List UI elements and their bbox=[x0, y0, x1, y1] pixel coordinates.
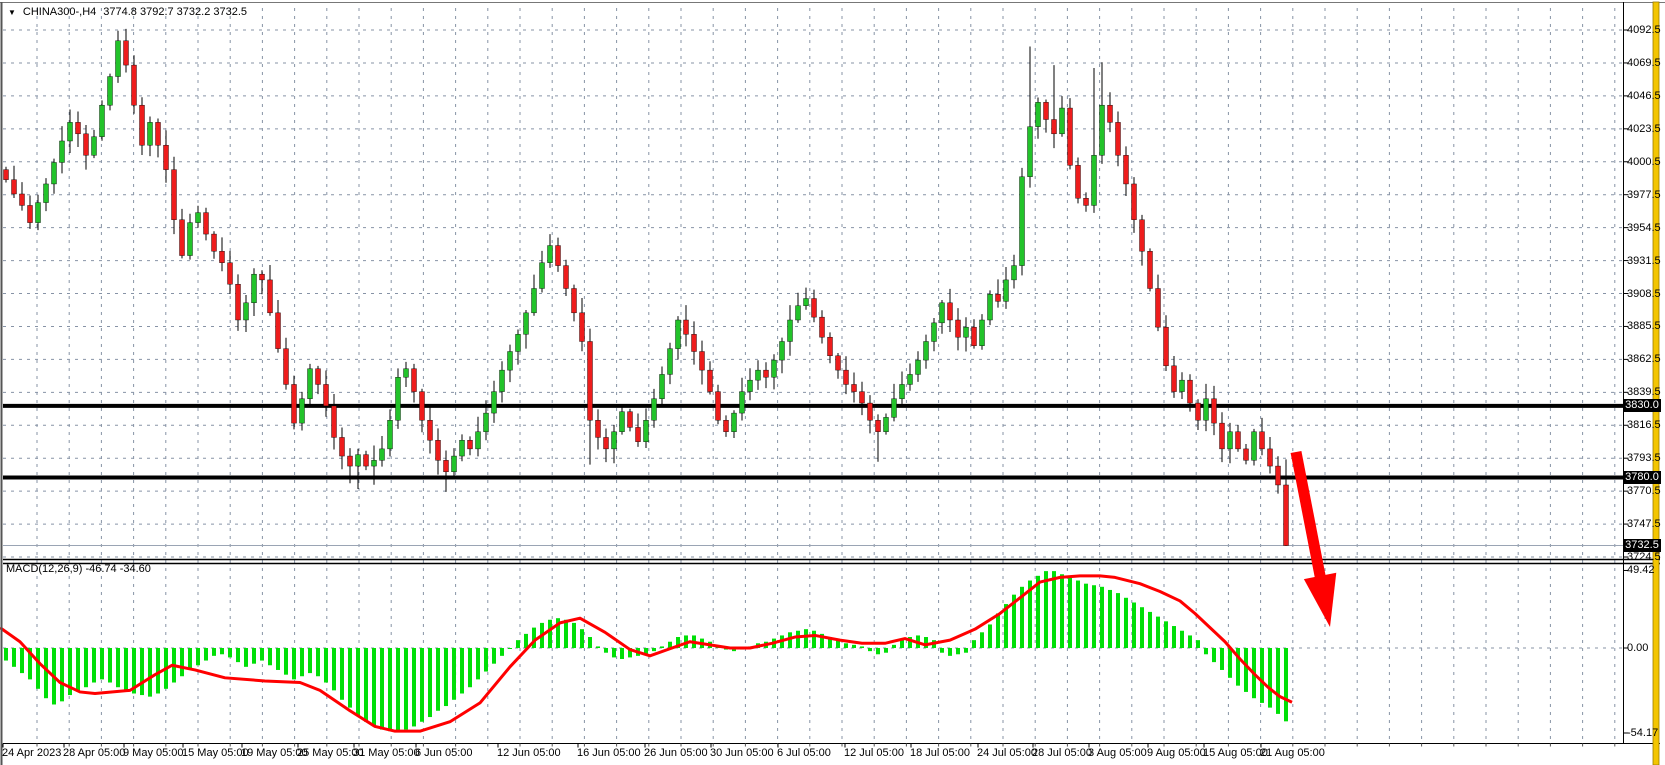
time-axis-label: 24 Apr 2023 bbox=[2, 747, 62, 759]
price-axis-label: 3793.5 bbox=[1627, 452, 1661, 465]
time-axis-label: 9 Aug 05:00 bbox=[1147, 747, 1206, 759]
time-axis-label: 24 Jul 05:00 bbox=[977, 747, 1037, 759]
price-axis-label: 4069.5 bbox=[1627, 56, 1661, 69]
price-axis-label: 3885.5 bbox=[1627, 320, 1661, 333]
price-axis-label: 3816.5 bbox=[1627, 419, 1661, 432]
time-axis-label: 26 Jun 05:00 bbox=[644, 747, 708, 759]
price-tag-3732.5: 3732.5 bbox=[1623, 539, 1661, 553]
symbol-timeframe-label: CHINA300-,H4 bbox=[22, 6, 97, 18]
window-edge-strip bbox=[1652, 1, 1660, 765]
price-axis-label: 3931.5 bbox=[1627, 254, 1661, 267]
chart-title-bar: ▼ CHINA300-,H4 3774.8 3792.7 3732.2 3732… bbox=[8, 6, 247, 19]
price-axis-label: 4000.5 bbox=[1627, 155, 1661, 168]
macd-axis-label: -54.17 bbox=[1627, 726, 1659, 739]
time-axis-label: 21 Aug 05:00 bbox=[1260, 747, 1325, 759]
price-axis-label: 3839.5 bbox=[1627, 386, 1661, 399]
price-tag-3830.0: 3830.0 bbox=[1623, 399, 1661, 413]
price-axis-label: 3770.5 bbox=[1627, 485, 1661, 498]
macd-indicator-label: MACD(12,26,9) -46.74 -34.60 bbox=[6, 563, 151, 575]
price-axis-label: 4092.5 bbox=[1627, 24, 1661, 36]
price-axis-label: 3977.5 bbox=[1627, 188, 1661, 201]
time-axis-label: 12 Jun 05:00 bbox=[497, 747, 561, 759]
price-axis-label: 4023.5 bbox=[1627, 122, 1661, 135]
time-axis-label: 25 May 05:00 bbox=[297, 747, 364, 759]
time-axis-label: 16 Jun 05:00 bbox=[577, 747, 641, 759]
time-axis-label: 28 Jul 05:00 bbox=[1032, 747, 1092, 759]
time-axis-label: 28 Apr 05:00 bbox=[63, 747, 126, 759]
time-axis-label: 15 Aug 05:00 bbox=[1203, 747, 1268, 759]
time-axis-label: 15 May 05:00 bbox=[182, 747, 249, 759]
macd-signal-line bbox=[0, 574, 1293, 733]
ohlc-values: 3774.8 3792.7 3732.2 3732.5 bbox=[103, 6, 248, 18]
time-axis-label: 12 Jul 05:00 bbox=[844, 747, 904, 759]
time-axis-label: 6 Jun 05:00 bbox=[415, 747, 473, 759]
time-axis-label: 19 May 05:00 bbox=[241, 747, 308, 759]
time-axis-label: 6 Jul 05:00 bbox=[777, 747, 831, 759]
down-arrow-annotation[interactable] bbox=[1290, 450, 1337, 627]
price-axis-label: 3954.5 bbox=[1627, 221, 1661, 234]
candlestick-series bbox=[3, 28, 1289, 546]
macd-axis-label: 49.42 bbox=[1627, 564, 1655, 577]
price-axis-label: 3862.5 bbox=[1627, 353, 1661, 366]
time-axis-label: 30 Jun 05:00 bbox=[710, 747, 774, 759]
macd-axis-label: 0.00 bbox=[1627, 642, 1649, 654]
time-axis-label: 9 May 05:00 bbox=[123, 747, 184, 759]
price-axis-label: 4046.5 bbox=[1627, 89, 1661, 102]
chart-dropdown-icon[interactable]: ▼ bbox=[8, 8, 16, 17]
time-axis-label: 18 Jul 05:00 bbox=[910, 747, 970, 759]
macd-panel bbox=[0, 571, 1293, 733]
price-axis-label: 3908.5 bbox=[1627, 287, 1661, 300]
price-tag-3780.0: 3780.0 bbox=[1623, 471, 1661, 485]
price-axis-label: 3747.5 bbox=[1627, 518, 1661, 531]
time-axis-label: 3 Aug 05:00 bbox=[1088, 747, 1147, 759]
time-axis-label: 31 May 05:00 bbox=[353, 747, 420, 759]
price-axis-label: 3724.5 bbox=[1627, 551, 1661, 563]
